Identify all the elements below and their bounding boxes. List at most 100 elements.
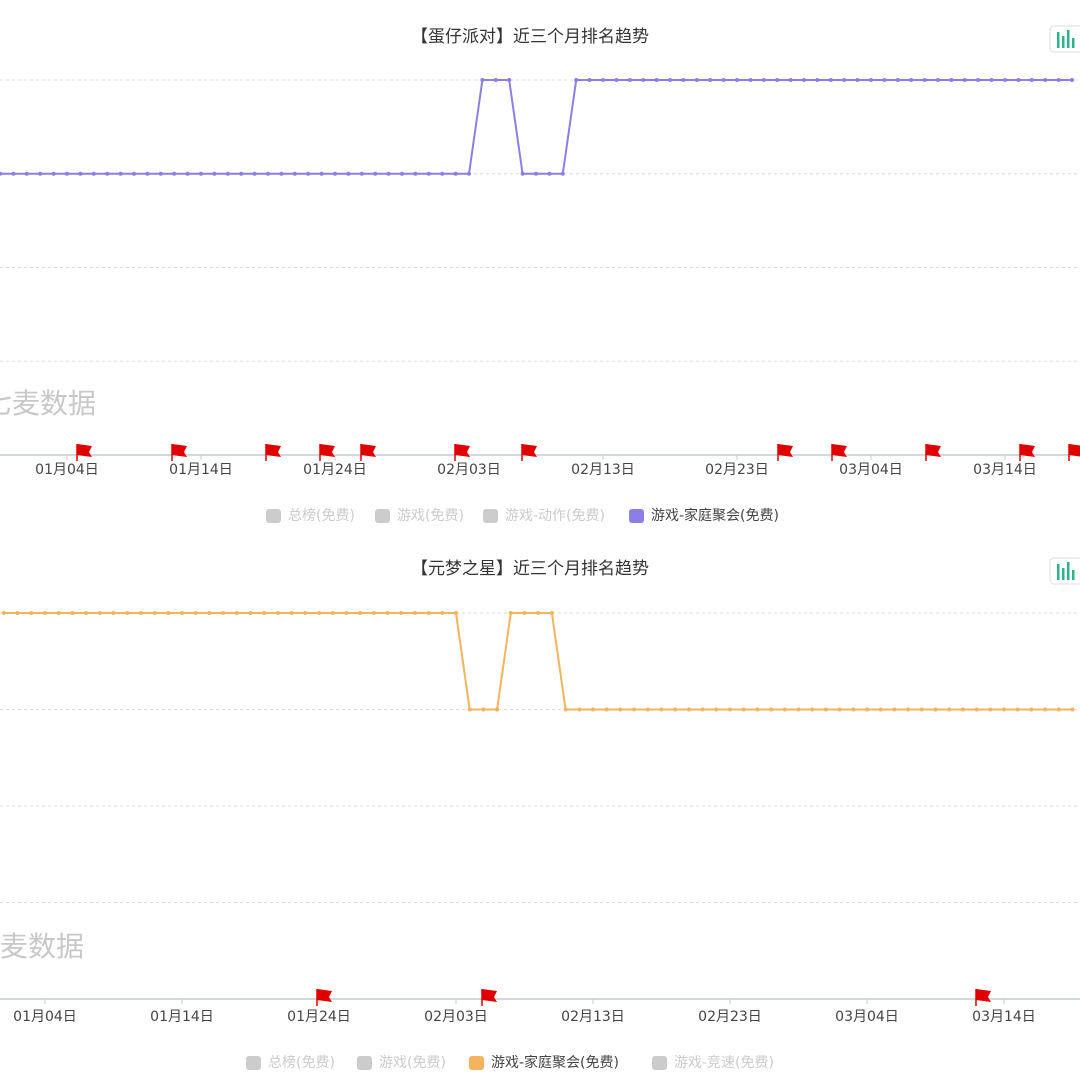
event-flag: [521, 444, 537, 461]
data-point: [495, 707, 500, 712]
event-flag: [171, 444, 187, 461]
data-point: [988, 707, 993, 712]
legend-label[interactable]: 总榜(免费): [288, 507, 355, 524]
data-point: [681, 78, 686, 82]
flag-cloth: [361, 444, 376, 457]
data-point: [673, 707, 678, 712]
data-point: [604, 707, 609, 712]
data-point: [440, 611, 445, 615]
data-point: [275, 611, 280, 615]
x-tick-label: 01月24日: [303, 462, 367, 478]
legend-swatch[interactable]: [629, 509, 644, 523]
data-point: [574, 78, 579, 82]
x-tick-label: 02月13日: [571, 462, 635, 478]
data-point: [11, 171, 16, 176]
toolbar-icon[interactable]: [1049, 557, 1080, 585]
data-point: [587, 78, 592, 82]
data-point: [400, 171, 404, 176]
flag-cloth: [77, 444, 92, 457]
data-point: [748, 78, 753, 82]
flag-cloth: [266, 444, 281, 457]
data-point: [234, 611, 239, 615]
data-point: [989, 78, 994, 82]
flag-cloth: [482, 989, 497, 1002]
data-point: [708, 78, 713, 82]
data-point: [869, 78, 873, 82]
data-point: [659, 707, 664, 712]
data-point: [1003, 78, 1007, 82]
data-point: [769, 707, 774, 712]
data-point: [386, 171, 391, 176]
data-point: [346, 171, 351, 176]
legend-swatch[interactable]: [375, 509, 390, 523]
data-point: [132, 171, 136, 176]
data-point: [591, 707, 595, 712]
data-point: [522, 611, 527, 615]
legend-label[interactable]: 游戏(免费): [397, 508, 464, 524]
legend-swatch[interactable]: [266, 509, 281, 523]
legend-swatch[interactable]: [246, 1056, 261, 1070]
data-point: [0, 171, 2, 176]
data-point: [865, 707, 869, 712]
legend-swatch[interactable]: [357, 1056, 372, 1070]
data-point: [714, 707, 719, 712]
data-point: [851, 707, 856, 712]
data-point: [721, 78, 726, 82]
icon-bar: [1057, 564, 1060, 580]
legend-swatch[interactable]: [483, 509, 498, 523]
data-point: [842, 78, 847, 82]
data-point: [694, 78, 699, 82]
data-point: [906, 707, 911, 712]
data-point: [252, 171, 257, 176]
data-point: [78, 171, 83, 176]
data-point: [668, 78, 672, 82]
flag-cloth: [832, 444, 847, 457]
flag-cloth: [320, 444, 335, 457]
x-tick-label: 03月04日: [839, 462, 903, 478]
x-tick-label: 02月23日: [705, 462, 769, 478]
event-flag: [319, 444, 335, 461]
icon-bar: [1057, 32, 1060, 48]
legend-swatch[interactable]: [652, 1056, 667, 1070]
data-point: [933, 707, 938, 712]
data-point: [412, 611, 417, 615]
data-point: [65, 171, 69, 176]
data-point: [24, 171, 29, 176]
event-flag: [831, 444, 847, 461]
data-point: [919, 707, 924, 712]
data-point: [467, 707, 472, 712]
data-point: [823, 707, 828, 712]
data-point: [207, 611, 212, 615]
legend-swatch[interactable]: [469, 1056, 484, 1070]
toolbar-icon[interactable]: [1049, 25, 1080, 53]
x-tick-label: 02月23日: [698, 1009, 762, 1025]
legend-label[interactable]: 游戏-家庭聚会(免费): [651, 507, 779, 524]
data-point: [741, 707, 746, 712]
data-point: [166, 611, 171, 615]
data-point: [1070, 707, 1075, 712]
legend-label[interactable]: 游戏-竞速(免费): [674, 1054, 774, 1071]
data-point: [29, 611, 34, 615]
icon-bar: [1067, 562, 1070, 580]
event-flag: [925, 444, 941, 461]
flag-cloth: [522, 444, 537, 457]
data-point: [97, 611, 102, 615]
data-point: [976, 78, 981, 82]
data-point: [480, 78, 485, 82]
data-point: [1016, 78, 1021, 82]
data-point: [828, 78, 833, 82]
legend-label[interactable]: 游戏-动作(免费): [505, 508, 605, 524]
data-point: [319, 171, 324, 176]
data-point: [289, 611, 294, 615]
legend-label[interactable]: 游戏(免费): [379, 1055, 446, 1071]
data-point: [413, 171, 418, 176]
legend-label[interactable]: 总榜(免费): [268, 1054, 335, 1071]
data-point: [947, 707, 952, 712]
legend-label[interactable]: 游戏-家庭聚会(免费): [491, 1054, 619, 1071]
flag-cloth: [455, 444, 470, 457]
event-flag: [1068, 444, 1080, 461]
data-point: [56, 611, 61, 615]
data-point: [453, 171, 458, 176]
data-point: [1029, 78, 1034, 82]
data-point: [221, 611, 226, 615]
